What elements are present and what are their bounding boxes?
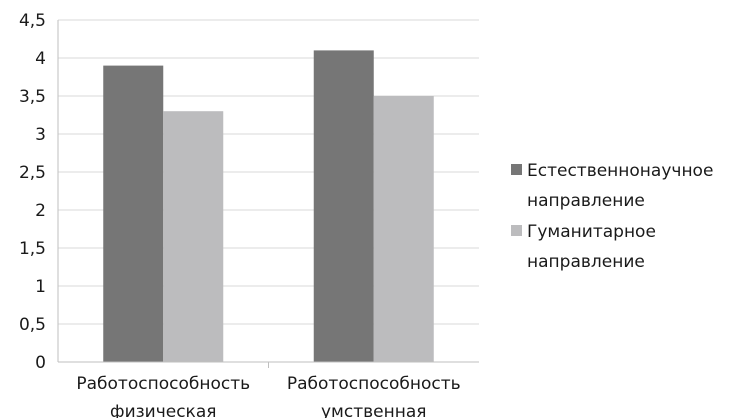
y-axis-tick-labels: 0 0,5 1 1,5 2 2,5 3 3,5 4 4,5 bbox=[19, 11, 46, 373]
legend-swatch bbox=[511, 164, 522, 175]
legend-label: направление bbox=[527, 252, 645, 272]
legend-swatch bbox=[511, 225, 522, 236]
y-tick-label: 3,5 bbox=[19, 87, 46, 107]
bars bbox=[103, 50, 434, 363]
bar-series-1-category-1 bbox=[373, 96, 434, 362]
legend-label: Естественнонаучное bbox=[527, 161, 713, 181]
x-category-label: Работоспособность bbox=[76, 374, 250, 394]
bar-series-0-category-1 bbox=[313, 50, 374, 363]
x-category-label: Работоспособность bbox=[287, 374, 461, 394]
y-tick-label: 1,5 bbox=[19, 239, 46, 259]
legend-label: направление bbox=[527, 191, 645, 211]
x-axis-category-labels: Работоспособность физическая Работоспособн… bbox=[76, 374, 460, 418]
x-category-label: физическая bbox=[110, 402, 216, 418]
x-category-label: умственная bbox=[321, 402, 427, 418]
y-tick-label: 3 bbox=[35, 125, 46, 145]
bar-series-1-category-0 bbox=[163, 111, 224, 362]
y-tick-label: 4 bbox=[35, 49, 46, 69]
y-tick-label: 0,5 bbox=[19, 315, 46, 335]
y-tick-label: 1 bbox=[35, 277, 46, 297]
y-tick-label: 4,5 bbox=[19, 11, 46, 31]
axes bbox=[57, 20, 479, 368]
y-tick-label: 2,5 bbox=[19, 163, 46, 183]
legend-label: Гуманитарное bbox=[527, 222, 656, 242]
bar-series-0-category-0 bbox=[103, 65, 164, 362]
legend: Естественнонаучное направление Гуманитарно… bbox=[511, 161, 713, 272]
y-tick-label: 0 bbox=[35, 353, 46, 373]
y-tick-label: 2 bbox=[35, 201, 46, 221]
